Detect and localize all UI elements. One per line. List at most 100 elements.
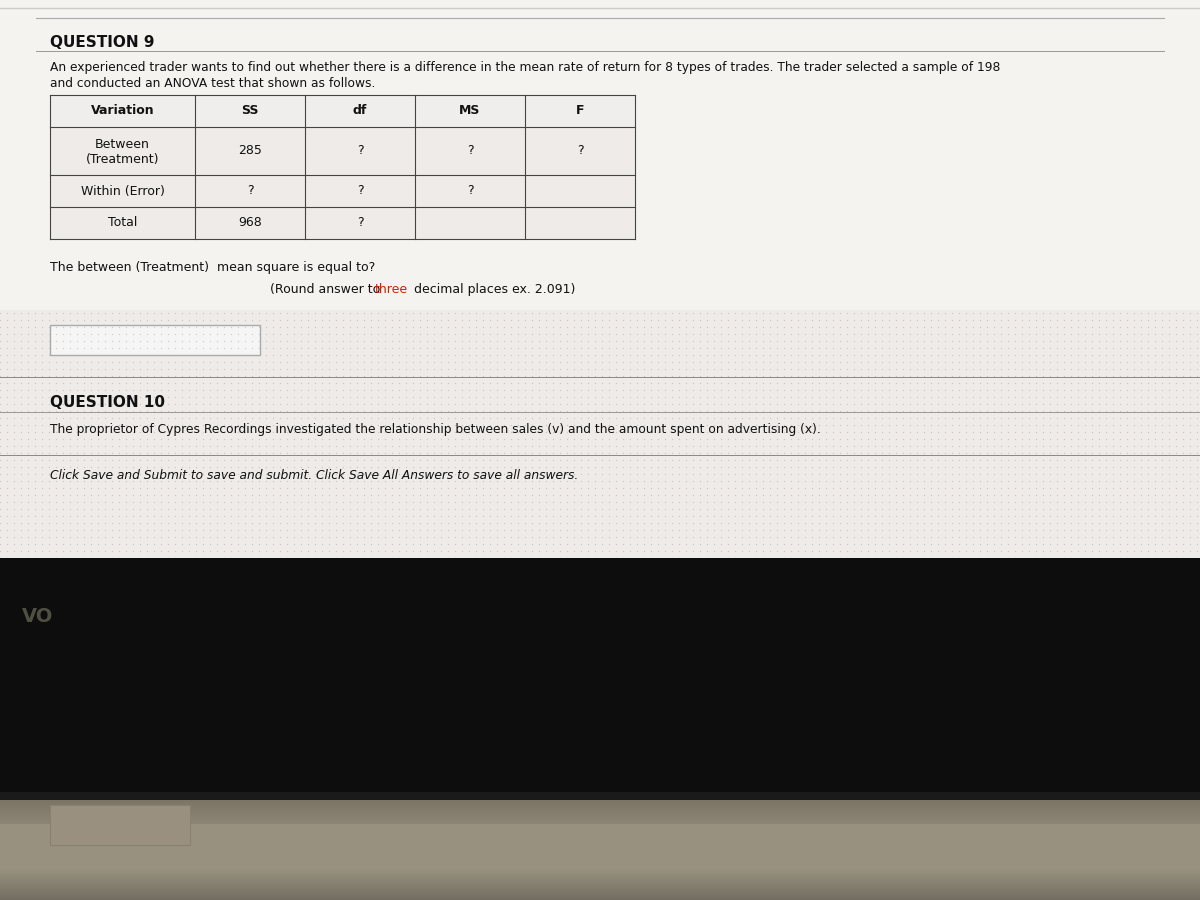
Bar xyxy=(0,832,1200,833)
Bar xyxy=(0,847,1200,848)
Bar xyxy=(0,793,1200,794)
Bar xyxy=(0,852,1200,853)
Bar xyxy=(50,207,635,239)
Bar xyxy=(0,792,1200,800)
Bar xyxy=(0,839,1200,840)
Bar xyxy=(0,880,1200,881)
Bar xyxy=(0,841,1200,842)
Bar xyxy=(0,828,1200,829)
Text: ?: ? xyxy=(356,145,364,158)
Bar xyxy=(0,874,1200,875)
Bar xyxy=(0,833,1200,834)
Bar xyxy=(0,855,1200,856)
Text: (Treatment): (Treatment) xyxy=(85,152,160,166)
Bar xyxy=(0,838,1200,839)
Bar xyxy=(0,0,1200,310)
Bar xyxy=(0,799,1200,800)
Bar xyxy=(0,842,1200,843)
Text: VO: VO xyxy=(22,607,53,626)
Bar xyxy=(0,834,1200,835)
Bar xyxy=(0,859,1200,860)
Bar xyxy=(0,867,1200,868)
Text: The between (Treatment)  mean square is equal to?: The between (Treatment) mean square is e… xyxy=(50,261,376,274)
Text: ?: ? xyxy=(247,184,253,197)
Bar xyxy=(0,890,1200,891)
Bar xyxy=(0,858,1200,859)
Bar xyxy=(0,821,1200,822)
Bar xyxy=(0,881,1200,882)
Bar xyxy=(0,844,1200,845)
Bar xyxy=(0,879,1200,880)
Text: SS: SS xyxy=(241,104,259,118)
Bar xyxy=(0,813,1200,814)
Bar xyxy=(0,893,1200,894)
Bar xyxy=(0,819,1200,820)
Bar xyxy=(0,878,1200,879)
Bar xyxy=(0,872,1200,873)
Bar xyxy=(0,806,1200,807)
Bar xyxy=(0,823,1200,824)
Bar xyxy=(0,897,1200,898)
Text: Within (Error): Within (Error) xyxy=(80,184,164,197)
Bar xyxy=(0,871,1200,872)
Bar xyxy=(0,794,1200,795)
Text: decimal places ex. 2.091): decimal places ex. 2.091) xyxy=(410,283,575,296)
Bar xyxy=(0,810,1200,811)
Text: 285: 285 xyxy=(238,145,262,158)
Bar xyxy=(0,805,1200,806)
Text: Variation: Variation xyxy=(91,104,155,118)
Bar xyxy=(0,797,1200,798)
Bar xyxy=(0,868,1200,869)
Bar xyxy=(0,802,1200,803)
Text: Click Save and Submit to save and submit. Click Save All Answers to save all ans: Click Save and Submit to save and submit… xyxy=(50,469,578,482)
Bar xyxy=(50,805,190,845)
Bar xyxy=(0,796,1200,797)
Bar xyxy=(0,889,1200,890)
Bar xyxy=(0,831,1200,832)
Bar xyxy=(0,851,1200,852)
Bar xyxy=(0,891,1200,892)
Bar xyxy=(0,883,1200,884)
Bar xyxy=(0,884,1200,885)
Bar xyxy=(0,840,1200,841)
Text: F: F xyxy=(576,104,584,118)
Text: and conducted an ANOVA test that shown as follows.: and conducted an ANOVA test that shown a… xyxy=(50,77,376,90)
Bar xyxy=(50,127,635,175)
Text: The proprietor of Cypres Recordings investigated the relationship between sales : The proprietor of Cypres Recordings inve… xyxy=(50,423,821,436)
Bar xyxy=(50,325,260,355)
Bar xyxy=(0,876,1200,877)
Bar xyxy=(0,846,1200,847)
Bar xyxy=(0,818,1200,819)
Bar xyxy=(0,857,1200,858)
Bar xyxy=(0,892,1200,893)
Bar xyxy=(0,830,1200,831)
Bar xyxy=(0,886,1200,887)
Bar xyxy=(0,809,1200,810)
Text: df: df xyxy=(353,104,367,118)
Bar xyxy=(0,803,1200,804)
Bar xyxy=(0,798,1200,799)
Text: QUESTION 10: QUESTION 10 xyxy=(50,395,166,410)
Bar xyxy=(0,800,1200,801)
Bar xyxy=(0,843,1200,844)
Bar xyxy=(0,863,1200,864)
Bar xyxy=(0,824,1200,825)
Bar xyxy=(0,814,1200,815)
Text: ?: ? xyxy=(356,217,364,230)
Bar xyxy=(0,817,1200,818)
Text: MS: MS xyxy=(460,104,481,118)
Bar xyxy=(0,792,1200,793)
Bar xyxy=(0,845,1200,846)
Bar xyxy=(0,860,1200,861)
Text: ?: ? xyxy=(356,184,364,197)
Bar xyxy=(0,896,1200,897)
Bar xyxy=(0,888,1200,889)
Bar xyxy=(0,816,1200,817)
Bar xyxy=(0,812,1200,813)
Text: 968: 968 xyxy=(238,217,262,230)
Bar xyxy=(0,862,1200,863)
Bar xyxy=(0,837,1200,838)
Bar xyxy=(50,175,635,207)
Bar xyxy=(0,865,1200,866)
Bar xyxy=(0,873,1200,874)
